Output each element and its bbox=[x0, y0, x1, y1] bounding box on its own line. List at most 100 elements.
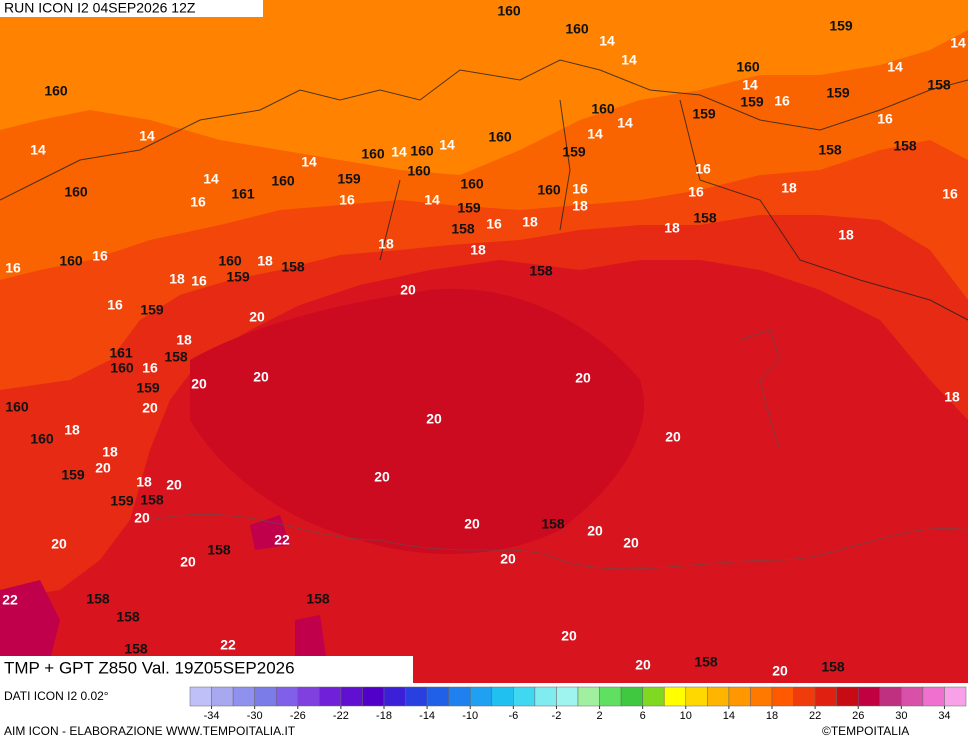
map-label: 20 bbox=[253, 369, 269, 385]
map-label: 160 bbox=[410, 143, 434, 159]
map-label: 18 bbox=[944, 389, 960, 405]
map-label: 22 bbox=[274, 532, 290, 548]
map-label: 16 bbox=[191, 273, 207, 289]
legend-tick-label: -10 bbox=[462, 710, 478, 722]
map-label: 18 bbox=[781, 180, 797, 196]
map-label: 160 bbox=[361, 146, 385, 162]
map-label: 20 bbox=[500, 551, 516, 567]
map-label: 22 bbox=[2, 592, 18, 608]
legend-tick-label: 34 bbox=[938, 710, 950, 722]
footer-title: TMP + GPT Z850 Val. 19Z05SEP2026 bbox=[4, 658, 295, 677]
map-label: 18 bbox=[470, 242, 486, 258]
map-label: 14 bbox=[742, 77, 758, 93]
map-label: 14 bbox=[139, 128, 155, 144]
map-label: 14 bbox=[621, 52, 637, 68]
coast bbox=[739, 329, 781, 451]
map-label: 160 bbox=[497, 3, 521, 19]
legend-swatch bbox=[340, 686, 363, 707]
map-label: 16 bbox=[486, 216, 502, 232]
legend-swatch bbox=[599, 686, 622, 707]
legend-tick-label: 2 bbox=[596, 710, 602, 722]
legend-swatch bbox=[513, 686, 536, 707]
map-label: 20 bbox=[772, 663, 788, 679]
legend-swatch bbox=[685, 686, 708, 707]
legend-swatch bbox=[232, 686, 255, 707]
map-label: 160 bbox=[591, 101, 615, 117]
map-label: 16 bbox=[942, 186, 958, 202]
legend-swatch bbox=[534, 686, 557, 707]
map-label: 161 bbox=[231, 186, 255, 202]
map-label: 158 bbox=[86, 591, 110, 607]
map-label: 16 bbox=[877, 111, 893, 127]
legend-tick-label: 10 bbox=[680, 710, 692, 722]
map-label: 14 bbox=[439, 137, 455, 153]
map-label: 159 bbox=[826, 85, 850, 101]
map-label: 18 bbox=[169, 271, 185, 287]
header-box bbox=[0, 0, 263, 17]
legend-swatch bbox=[254, 686, 277, 707]
legend-tick-label: 26 bbox=[852, 710, 864, 722]
map-label: 160 bbox=[488, 129, 512, 145]
map-label: 158 bbox=[693, 210, 717, 226]
map-label: 16 bbox=[5, 260, 21, 276]
legend-swatch bbox=[405, 686, 428, 707]
map-label: 18 bbox=[64, 422, 80, 438]
legend-swatch bbox=[793, 686, 816, 707]
map-label: 159 bbox=[740, 94, 764, 110]
map-label: 16 bbox=[774, 93, 790, 109]
legend-tick-label: 14 bbox=[723, 710, 735, 722]
legend-swatch bbox=[771, 686, 794, 707]
map-label: 20 bbox=[635, 657, 651, 673]
run-label: RUN ICON I2 04SEP2026 12Z bbox=[4, 0, 196, 16]
map-label: 14 bbox=[301, 154, 317, 170]
map-label: 20 bbox=[51, 536, 67, 552]
map-label: 159 bbox=[140, 302, 164, 318]
map-label: 20 bbox=[142, 400, 158, 416]
map-label: 158 bbox=[164, 349, 188, 365]
map-label: 160 bbox=[110, 360, 134, 376]
map-label: 16 bbox=[142, 360, 158, 376]
map-label: 20 bbox=[374, 469, 390, 485]
map-label: 18 bbox=[572, 198, 588, 214]
source: DATI ICON I2 0.02° bbox=[4, 689, 109, 703]
legend-swatch bbox=[836, 686, 859, 707]
map-label: 14 bbox=[587, 126, 603, 142]
legend-swatch bbox=[383, 686, 406, 707]
legend-swatch bbox=[189, 686, 212, 707]
map-label: 20 bbox=[587, 523, 603, 539]
map-label: 16 bbox=[688, 184, 704, 200]
map-label: 158 bbox=[281, 259, 305, 275]
map-label: 160 bbox=[218, 253, 242, 269]
legend-tick-label: 6 bbox=[640, 710, 646, 722]
map-label: 20 bbox=[95, 460, 111, 476]
map-label: 16 bbox=[695, 161, 711, 177]
map-label: 158 bbox=[529, 263, 553, 279]
map-label: 160 bbox=[537, 182, 561, 198]
legend-swatch bbox=[728, 686, 751, 707]
map-label: 20 bbox=[191, 376, 207, 392]
map-label: 158 bbox=[140, 492, 164, 508]
map-label: 160 bbox=[460, 176, 484, 192]
legend-swatch bbox=[448, 686, 471, 707]
legend-swatch bbox=[857, 686, 881, 707]
map-label: 158 bbox=[541, 516, 565, 532]
map-label: 18 bbox=[378, 236, 394, 252]
legend-swatch bbox=[750, 686, 773, 707]
map-label: 158 bbox=[451, 221, 475, 237]
map-label: 18 bbox=[664, 220, 680, 236]
legend-tick-label: -14 bbox=[419, 710, 435, 722]
map-label: 14 bbox=[887, 59, 903, 75]
map-label: 160 bbox=[5, 399, 29, 415]
border bbox=[0, 59, 968, 201]
legend-tick-label: 18 bbox=[766, 710, 778, 722]
map-label: 20 bbox=[400, 282, 416, 298]
map-label: 159 bbox=[61, 467, 85, 483]
legend-tick-label: -6 bbox=[508, 710, 518, 722]
credit: AIM ICON - ELABORAZIONE WWW.TEMPOITALIA.… bbox=[4, 724, 296, 738]
legend-tick-label: -34 bbox=[204, 710, 220, 722]
border bbox=[379, 99, 968, 321]
map-label: 18 bbox=[257, 253, 273, 269]
map-label: 20 bbox=[575, 370, 591, 386]
legend-tick-label: -30 bbox=[247, 710, 263, 722]
